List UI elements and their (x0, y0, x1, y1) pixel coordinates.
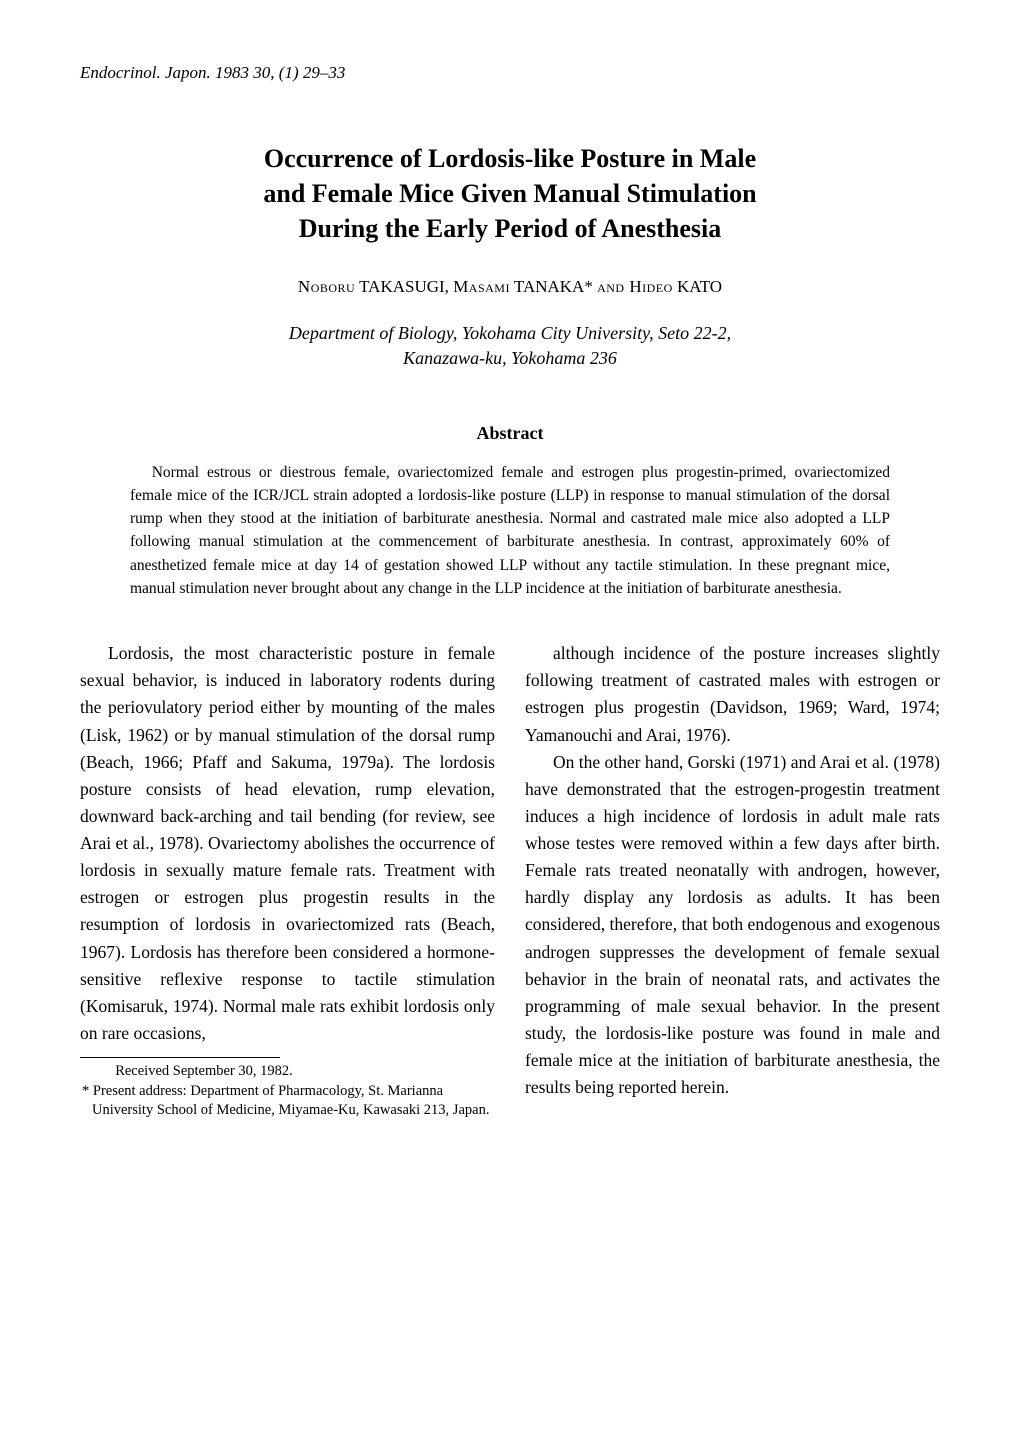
footnote-rule (80, 1057, 280, 1058)
authors: Noboru TAKASUGI, Masami TANAKA* and Hide… (80, 274, 940, 300)
body-paragraph-2: although incidence of the posture increa… (525, 640, 940, 749)
author-3-given: Hideo (629, 277, 672, 296)
title-line-1: Occurrence of Lordosis-like Posture in M… (264, 144, 756, 173)
body-paragraph-3: On the other hand, Gorski (1971) and Ara… (525, 749, 940, 1102)
body-text: Lordosis, the most characteristic postur… (80, 640, 940, 1121)
title-line-3: During the Early Period of Anesthesia (299, 214, 722, 243)
footnote-received: Received September 30, 1982. (80, 1062, 495, 1082)
affiliation: Department of Biology, Yokohama City Uni… (80, 321, 940, 371)
author-and: and (597, 277, 629, 296)
body-paragraph-1: Lordosis, the most characteristic postur… (80, 640, 495, 1047)
affiliation-line-1: Department of Biology, Yokohama City Uni… (289, 323, 731, 343)
journal-reference: Endocrinol. Japon. 1983 30, (1) 29–33 (80, 60, 940, 86)
footnote-address: * Present address: Department of Pharmac… (80, 1082, 495, 1121)
author-2-given: Masami (453, 277, 510, 296)
author-1-surname: TAKASUGI, (355, 277, 453, 296)
affiliation-line-2: Kanazawa-ku, Yokohama 236 (403, 348, 617, 368)
abstract-text: Normal estrous or diestrous female, ovar… (130, 461, 890, 601)
article-title: Occurrence of Lordosis-like Posture in M… (170, 141, 850, 246)
title-line-2: and Female Mice Given Manual Stimulation (263, 179, 756, 208)
author-1-given: Noboru (298, 277, 355, 296)
author-2-surname: TANAKA* (510, 277, 597, 296)
author-3-surname: KATO (673, 277, 722, 296)
footnote-block: Received September 30, 1982. * Present a… (80, 1057, 495, 1121)
abstract-heading: Abstract (80, 420, 940, 447)
